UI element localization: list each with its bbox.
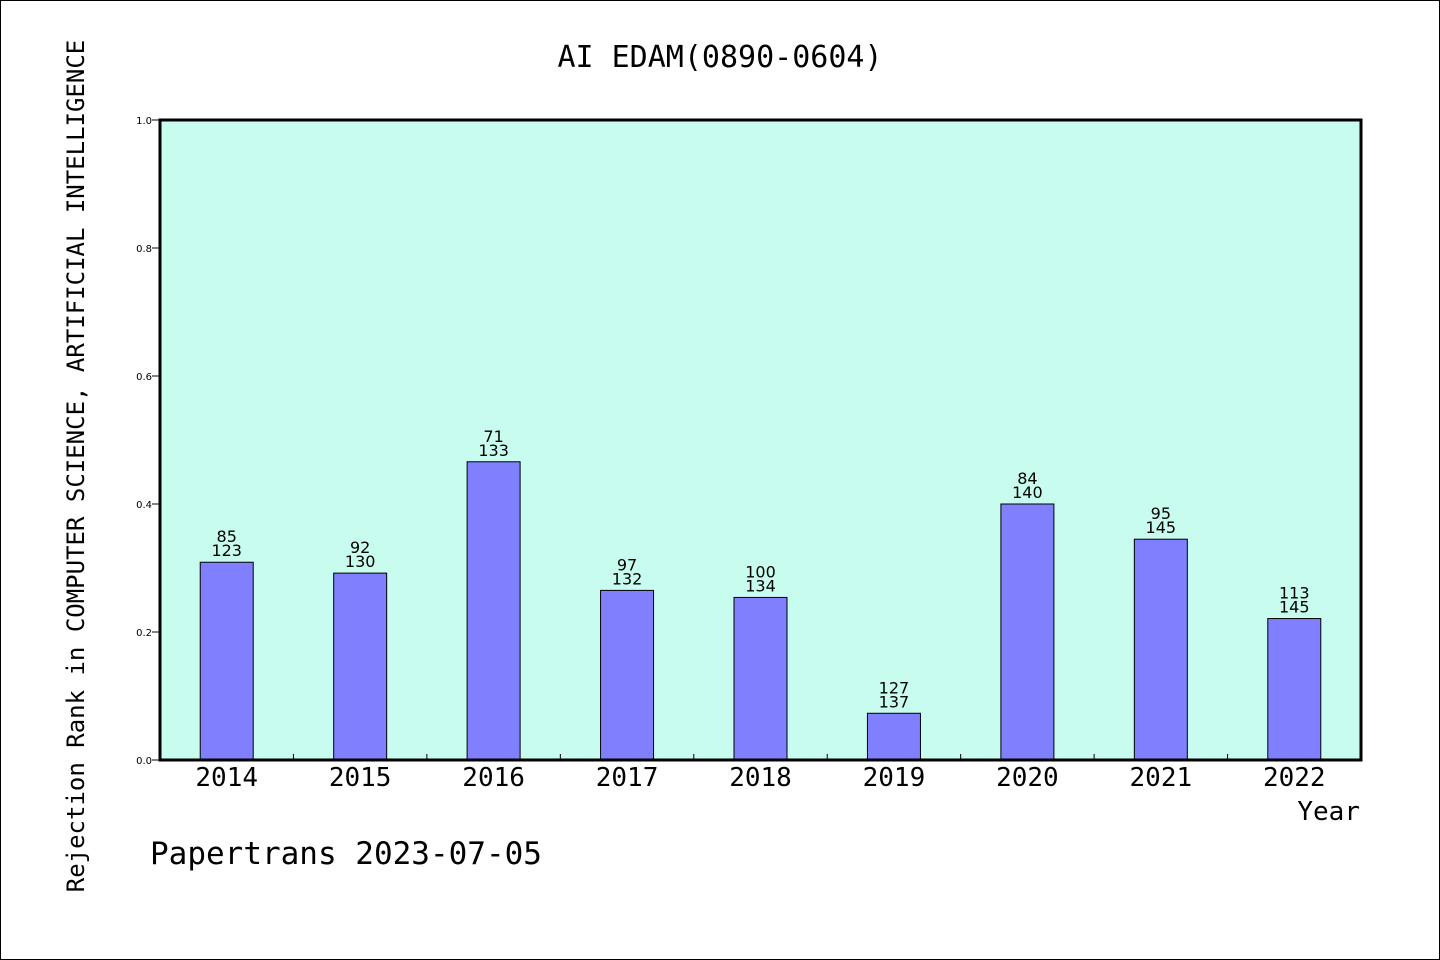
y-tick-label: 0.4 [136,500,152,511]
bar-label-bottom: 130 [345,552,376,571]
bar-label-bottom: 145 [1146,518,1177,537]
bar [466,461,521,761]
bar [600,589,655,761]
bar [1267,618,1322,761]
bar-label-bottom: 133 [478,441,509,460]
x-tick-label: 2015 [329,763,392,793]
x-axis-label: Year [1297,797,1360,827]
x-tick-label: 2018 [729,763,792,793]
x-tick-label: 2021 [1130,763,1193,793]
bar-label-bottom: 132 [612,569,643,588]
bar-label-top: 92 [350,538,370,557]
bar-label-bottom: 123 [211,541,242,560]
bar [333,572,388,761]
bar-label-top: 97 [617,555,637,574]
x-tick-label: 2022 [1263,763,1326,793]
x-tick-label: 2016 [462,763,525,793]
bar-label-top: 127 [879,678,910,697]
bar [199,561,254,761]
bar-label-bottom: 140 [1012,483,1043,502]
bar-label-top: 100 [745,562,776,581]
bar-label-top: 95 [1151,504,1171,523]
watermark-text: Papertrans 2023-07-05 [150,836,542,872]
x-tick-label: 2017 [596,763,659,793]
bar-label-bottom: 145 [1279,598,1310,617]
plot-border [158,118,1363,762]
x-tick-label: 2019 [863,763,926,793]
y-tick-label: 0.2 [136,628,152,639]
bar-label-bottom: 134 [745,576,776,595]
bar-label-top: 113 [1279,584,1310,603]
y-axis-ticks: 0.0 0.2 0.4 0.6 0.8 1.0 [136,116,160,767]
bar-label-top: 85 [217,527,237,546]
y-tick-label: 0.0 [136,756,152,767]
bar [866,712,921,761]
y-tick-label: 0.8 [136,244,152,255]
y-axis-label: Rejection Rank in COMPUTER SCIENCE, ARTI… [62,40,90,893]
bar-label-top: 84 [1017,469,1037,488]
chart-title: AI EDAM(0890-0604) [557,40,882,75]
y-tick-label: 1.0 [136,116,152,127]
bar-label-bottom: 137 [879,692,910,711]
bar [1000,503,1055,761]
bar-label-top: 71 [483,427,503,446]
bar [733,596,788,761]
x-tick-label: 2020 [996,763,1059,793]
y-tick-label: 0.6 [136,372,152,383]
bar [1133,538,1188,761]
x-axis-ticks: 2014 2015 2016 2017 2018 2019 2020 2021 2022 [195,754,1326,793]
x-tick-label: 2014 [195,763,258,793]
